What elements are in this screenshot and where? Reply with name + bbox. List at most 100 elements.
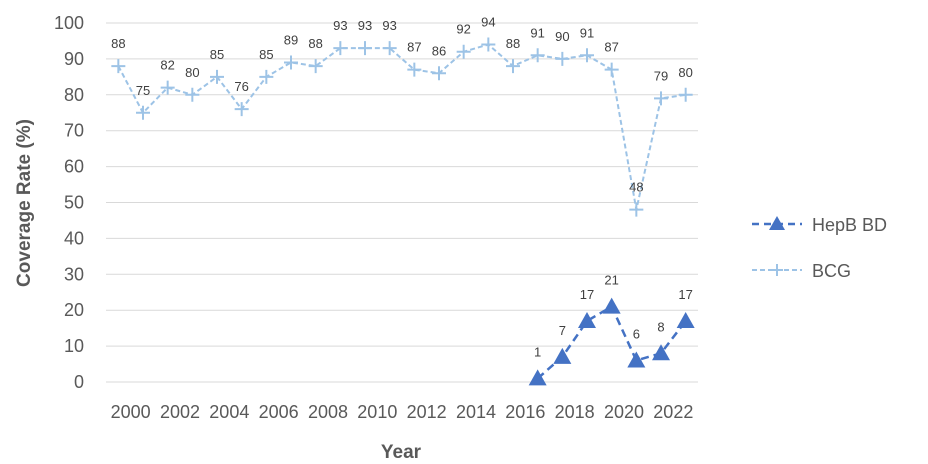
data-label-bcg-2010: 93 (358, 18, 372, 33)
marker-hepb-bd-2021 (627, 351, 646, 368)
marker-bcg-2021 (629, 202, 644, 217)
data-label-bcg-2004: 85 (210, 47, 224, 62)
marker-hepb-bd-2017 (528, 369, 547, 386)
marker-bcg-2018 (555, 51, 570, 66)
data-label-bcg-2020: 87 (604, 40, 618, 55)
data-label-hepb-bd-2022: 8 (657, 319, 664, 334)
y-tick-label-90: 90 (64, 49, 84, 69)
marker-hepb-bd-2018 (553, 347, 572, 364)
marker-bcg-2023 (678, 87, 693, 102)
marker-bcg-2015 (481, 37, 496, 52)
y-tick-label-10: 10 (64, 336, 84, 356)
y-axis-title: Coverage Rate (%) (14, 119, 35, 287)
series-layer (111, 37, 695, 386)
data-label-bcg-2012: 87 (407, 40, 421, 55)
x-tick-label-2002: 2002 (160, 402, 200, 422)
legend-label-hepb-bd: HepB BD (812, 215, 887, 235)
marker-bcg-2013 (432, 66, 446, 81)
data-label-bcg-2009: 93 (333, 18, 347, 33)
marker-bcg-2014 (456, 44, 471, 59)
marker-hepb-bd-2020 (602, 297, 621, 314)
y-tick-label-80: 80 (64, 85, 84, 105)
data-label-bcg-2001: 75 (136, 83, 150, 98)
x-tick-label-2012: 2012 (407, 402, 447, 422)
data-label-bcg-2015: 94 (481, 15, 495, 30)
marker-hepb-bd-2023 (676, 311, 695, 328)
data-label-bcg-2007: 89 (284, 32, 298, 47)
marker-bcg-2007 (284, 55, 298, 70)
data-label-bcg-2019: 91 (580, 25, 594, 40)
data-label-hepb-bd-2018: 7 (559, 323, 566, 338)
marker-bcg-2016 (506, 59, 520, 74)
x-tick-label-2010: 2010 (357, 402, 397, 422)
legend-item-hepb-bd: HepB BD (752, 215, 887, 235)
data-label-bcg-2008: 88 (308, 36, 322, 51)
legend: HepB BD BCG (752, 215, 887, 281)
marker-bcg-2019 (580, 48, 594, 63)
data-label-bcg-2023: 80 (678, 65, 692, 80)
legend-marker-bcg (771, 264, 783, 276)
y-tick-label-20: 20 (64, 300, 84, 320)
data-label-bcg-2000: 88 (111, 36, 125, 51)
data-label-bcg-2022: 79 (654, 68, 668, 83)
data-label-bcg-2013: 86 (432, 43, 446, 58)
marker-bcg-2005 (234, 102, 249, 117)
x-tick-label-2014: 2014 (456, 402, 496, 422)
marker-bcg-2002 (160, 80, 175, 95)
marker-bcg-2012 (407, 62, 422, 77)
x-tick-label-2008: 2008 (308, 402, 348, 422)
marker-bcg-2009 (333, 41, 348, 56)
y-tick-label-100: 100 (54, 13, 84, 33)
x-tick-label-2004: 2004 (209, 402, 249, 422)
marker-bcg-2001 (136, 105, 150, 120)
y-axis-tick-labels: 0 10 20 30 40 50 60 70 80 90 100 (54, 13, 84, 392)
y-tick-label-0: 0 (74, 372, 84, 392)
data-label-bcg-2014: 92 (456, 22, 470, 37)
y-tick-label-30: 30 (64, 264, 84, 284)
y-tick-label-40: 40 (64, 228, 84, 248)
marker-bcg-2004 (210, 69, 224, 84)
data-label-hepb-bd-2021: 6 (633, 326, 640, 341)
data-label-bcg-2005: 76 (234, 79, 248, 94)
data-label-hepb-bd-2019: 17 (580, 287, 594, 302)
marker-bcg-2017 (530, 48, 545, 63)
data-label-bcg-2002: 82 (160, 58, 174, 73)
line-hepb-bd (536, 304, 687, 380)
marker-bcg-2000 (111, 59, 126, 74)
x-tick-label-2018: 2018 (555, 402, 595, 422)
legend-marker-hepb-bd (769, 216, 785, 230)
data-label-bcg-2017: 91 (530, 25, 544, 40)
marker-bcg-2003 (185, 87, 200, 102)
data-label-bcg-2011: 93 (382, 18, 396, 33)
marker-bcg-2020 (604, 62, 619, 77)
x-tick-label-2020: 2020 (604, 402, 644, 422)
legend-label-bcg: BCG (812, 261, 851, 281)
data-label-hepb-bd-2020: 21 (604, 273, 618, 288)
data-label-bcg-2003: 80 (185, 65, 199, 80)
x-tick-label-2006: 2006 (259, 402, 299, 422)
y-tick-label-60: 60 (64, 157, 84, 177)
y-tick-label-70: 70 (64, 121, 84, 141)
marker-bcg-2006 (259, 69, 274, 84)
legend-item-bcg: BCG (752, 261, 851, 281)
data-label-bcg-2006: 85 (259, 47, 273, 62)
marker-bcg-2022 (654, 91, 668, 106)
marker-bcg-2010 (358, 41, 372, 56)
marker-hepb-bd-2019 (578, 311, 596, 328)
data-label-hepb-bd-2023: 17 (678, 287, 692, 302)
data-label-bcg-2016: 88 (506, 36, 520, 51)
x-tick-label-2022: 2022 (653, 402, 693, 422)
x-tick-label-2016: 2016 (505, 402, 545, 422)
data-label-bcg-2018: 90 (555, 29, 569, 44)
data-label-hepb-bd-2017: 1 (534, 344, 541, 359)
x-axis-title: Year (381, 442, 422, 463)
marker-hepb-bd-2022 (652, 344, 670, 361)
gridlines (106, 22, 698, 383)
x-axis-tick-labels: 2000 2002 2004 2006 2008 2010 2012 2014 2016 2018… (111, 402, 694, 422)
marker-bcg-2008 (308, 59, 323, 74)
x-tick-label-2000: 2000 (111, 402, 151, 422)
line-bcg (117, 43, 686, 210)
data-label-bcg-2021: 48 (629, 180, 643, 195)
